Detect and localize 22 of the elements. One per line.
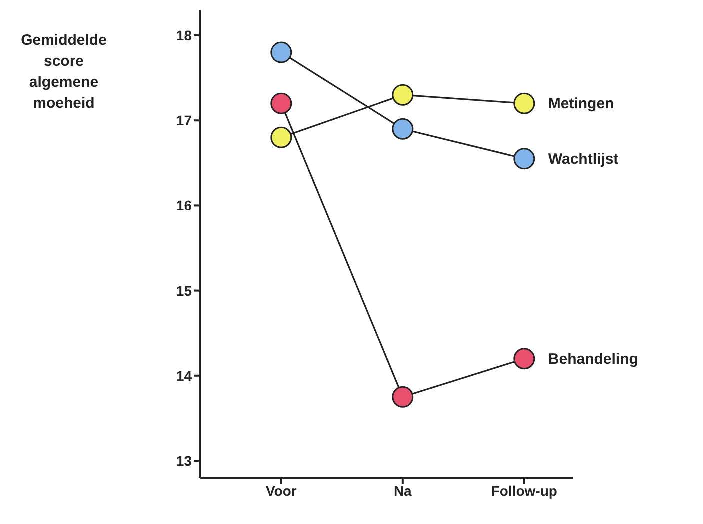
x-tick-label: Na <box>394 482 412 499</box>
point <box>514 348 536 370</box>
series-label: Wachtlijst <box>548 150 619 168</box>
y-tick-label: 15 <box>176 282 192 299</box>
y-tick-label: 17 <box>176 112 192 129</box>
x-tick-label: Follow-up <box>491 482 558 499</box>
y-tick-label: 16 <box>176 198 192 214</box>
point <box>270 126 292 148</box>
point <box>270 42 292 64</box>
point <box>514 148 536 170</box>
y-tick-label: 13 <box>176 452 192 469</box>
point <box>270 92 292 114</box>
point <box>392 118 414 140</box>
y-axis-title: Gemiddelde score algemene moeheid <box>20 31 108 114</box>
y-tick-label: 14 <box>176 368 192 384</box>
point <box>392 84 414 106</box>
y-tick-label: 18 <box>176 27 192 44</box>
point <box>392 386 414 408</box>
point <box>514 92 536 114</box>
series-label: Metingen <box>548 96 614 113</box>
x-tick-label: Voor <box>266 482 298 499</box>
series-label: Behandeling <box>548 350 638 368</box>
